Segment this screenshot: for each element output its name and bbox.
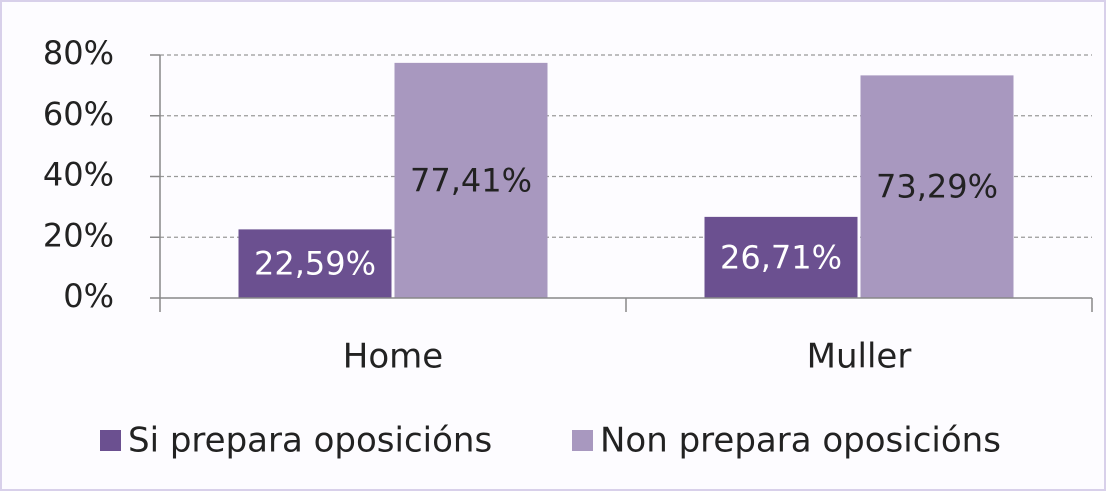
y-tick-label: 40% (43, 156, 114, 194)
bar (704, 216, 858, 298)
bar (238, 229, 392, 298)
bar (860, 75, 1014, 298)
data-label: 73,29% (876, 168, 998, 206)
bar (394, 62, 548, 298)
x-tick-label: Muller (807, 337, 912, 377)
x-tick-label: Home (343, 337, 443, 377)
y-tick-label: 80% (43, 34, 114, 72)
y-tick-label: 0% (63, 277, 114, 315)
data-label: 26,71% (720, 238, 842, 276)
legend-label: Non prepara oposicións (600, 421, 1001, 461)
y-tick-label: 20% (43, 216, 114, 254)
legend-swatch (100, 430, 121, 451)
legend-swatch (572, 430, 593, 451)
data-label: 22,59% (254, 245, 376, 283)
legend-label: Si prepara oposicións (128, 421, 492, 461)
data-label: 77,41% (410, 161, 532, 199)
y-tick-label: 60% (43, 95, 114, 133)
